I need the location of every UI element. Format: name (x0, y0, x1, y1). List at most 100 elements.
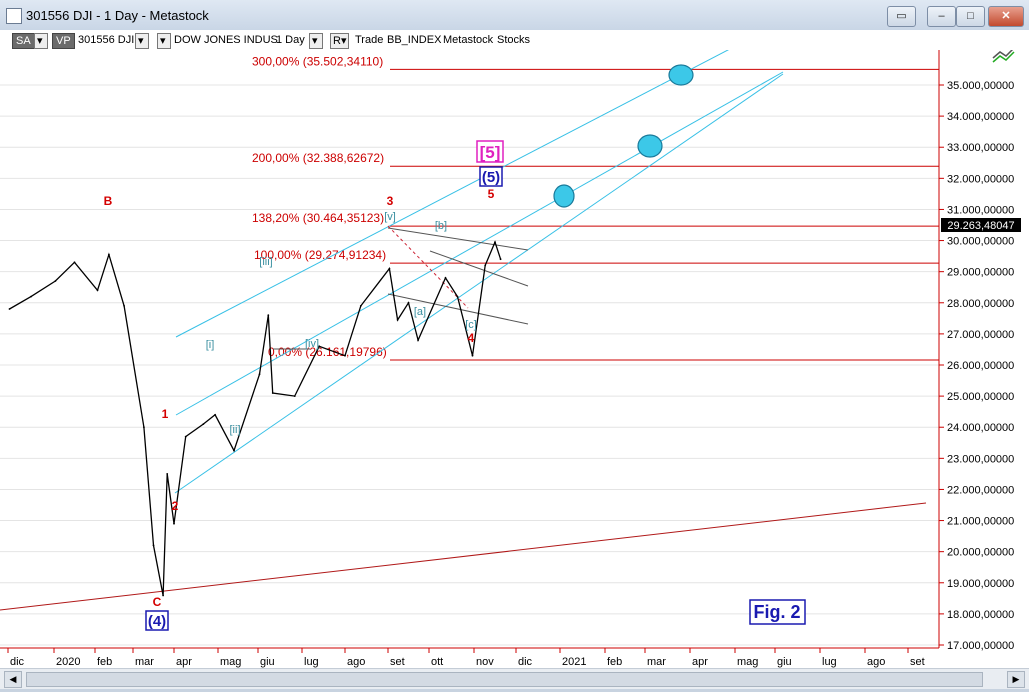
restore-icon[interactable]: ▭ (887, 6, 916, 27)
price-point (293, 395, 296, 397)
scroll-right-icon[interactable]: ▶ (1007, 671, 1025, 688)
time-tick-label: set (390, 656, 405, 668)
last-price-text: 29.263,48047 (947, 220, 1014, 232)
price-point (143, 426, 145, 429)
channel-outer-line (175, 71, 784, 416)
time-tick-label: apr (692, 656, 708, 668)
index-label: BB_INDEX (387, 34, 442, 46)
price-point (271, 392, 274, 394)
period-label: 1 Day (276, 34, 305, 46)
time-tick-label: lug (304, 656, 319, 668)
vp-button[interactable]: VP (52, 33, 75, 49)
price-tick-label: 32.000,00000 (947, 173, 1014, 185)
abc-dashed-line (387, 225, 469, 309)
price-tick-label: 33.000,00000 (947, 142, 1014, 154)
price-tick-label: 30.000,00000 (947, 236, 1014, 248)
price-axis: 17.000,00000 18.000,00000 19.000,00000 20.0… (939, 80, 1014, 652)
price-tick-label: 26.000,00000 (947, 360, 1014, 372)
fibonacci-levels: 300,00% (35.502,34110) 200,00% (32.388,62… (252, 54, 939, 361)
time-tick-label: mag (737, 656, 758, 668)
time-tick-label: feb (607, 656, 622, 668)
price-tick-label: 35.000,00000 (947, 80, 1014, 92)
security-name: DOW JONES INDUS (174, 34, 278, 46)
last-price-tag: 29.263,48047 (941, 218, 1021, 232)
wave-label: [b] (435, 220, 447, 232)
price-point (202, 423, 205, 425)
window-title: 301556 DJI - 1 Day - Metastock (26, 8, 209, 23)
wave-box (476, 140, 504, 163)
time-tick-label: lug (822, 656, 837, 668)
wave-label: [iv] (305, 338, 319, 350)
figure-label: Fig. 2 (749, 599, 806, 625)
target-ellipse (668, 64, 694, 86)
scrollbar-thumb[interactable] (26, 672, 983, 687)
time-tick-label: dic (10, 656, 25, 668)
sa-button[interactable]: SA (12, 33, 35, 49)
price-point (396, 319, 399, 321)
trend-channels (0, 24, 927, 611)
price-tick-label: 19.000,00000 (947, 578, 1014, 590)
close-button[interactable]: ✕ (988, 6, 1024, 27)
correction-channel-top (387, 227, 529, 251)
source-label: Metastock (443, 34, 494, 46)
wave-label: [c] (465, 319, 477, 331)
price-tick-label: 25.000,00000 (947, 391, 1014, 403)
wave-label: 4 (468, 331, 475, 345)
r-button[interactable]: R▾ (330, 33, 350, 49)
period-dropdown-icon[interactable]: ▾ (309, 33, 323, 49)
symbol-dropdown-icon[interactable]: ▾ (135, 33, 149, 49)
wave-label: [v] (384, 211, 396, 223)
wave-label: (5) (482, 169, 500, 186)
wave-label: 1 (162, 407, 169, 421)
wave-label: [i] (206, 339, 215, 351)
time-tick-label: giu (777, 656, 792, 668)
grid (0, 84, 939, 646)
minimize-button[interactable]: ‒ (927, 6, 956, 27)
price-point (152, 544, 155, 547)
indicator-icon[interactable] (992, 47, 1015, 63)
price-point (388, 267, 391, 270)
time-tick-label: giu (260, 656, 275, 668)
scroll-left-icon[interactable]: ◀ (4, 671, 22, 688)
correction-channel-mid (429, 250, 529, 287)
price-tick-label: 20.000,00000 (947, 547, 1014, 559)
price-point (484, 264, 487, 267)
horizontal-scrollbar[interactable]: ◀ ▶ (0, 668, 1029, 689)
wave-label: B (104, 194, 113, 208)
target-markers (553, 64, 694, 208)
wave-box (479, 166, 503, 187)
price-point (318, 345, 321, 348)
fib-level-label: 100,00% (29.274,91234) (254, 248, 386, 262)
time-tick-label: ago (867, 656, 885, 668)
correction-channel-bottom (387, 293, 529, 325)
r-label: R (333, 35, 341, 47)
price-point (123, 305, 125, 307)
wave-label: C (153, 595, 162, 609)
price-point (8, 308, 11, 310)
fib-level-label: 300,00% (35.502,34110) (252, 54, 383, 68)
price-tick-label: 24.000,00000 (947, 422, 1014, 434)
price-chart[interactable]: 300,00% (35.502,34110) 200,00% (32.388,62… (0, 24, 1029, 670)
price-point (344, 354, 346, 357)
price-point (471, 354, 474, 357)
price-point (96, 289, 99, 292)
trade-label[interactable]: Trade (355, 34, 384, 46)
price-point (359, 305, 362, 307)
sa-dropdown-icon[interactable]: ▾ (34, 33, 48, 49)
price-point (499, 258, 502, 261)
price-point (162, 594, 165, 597)
chart-svg[interactable]: 300,00% (35.502,34110) 200,00% (32.388,62… (0, 24, 1029, 670)
price-point (30, 295, 32, 298)
wave-label: [a] (414, 306, 426, 318)
price-tick-label: 27.000,00000 (947, 329, 1014, 341)
price-point (233, 449, 235, 452)
wave-label: [iii] (259, 256, 272, 268)
time-tick-label: mar (135, 656, 154, 668)
wave-labels: B C (4) 1 2 3 4 5(5) [5] [i] [ii] [iii] [iv] [v] [a] [b… (104, 140, 504, 631)
time-tick-label: ott (431, 656, 443, 668)
fib-level-label: 200,00% (32.388,62672) (252, 151, 384, 165)
wave-label: (4) (148, 613, 166, 630)
price-tick-label: 31.000,00000 (947, 204, 1014, 216)
name-dropdown-icon[interactable]: ▾ (157, 33, 171, 49)
maximize-button[interactable]: □ (956, 6, 985, 27)
